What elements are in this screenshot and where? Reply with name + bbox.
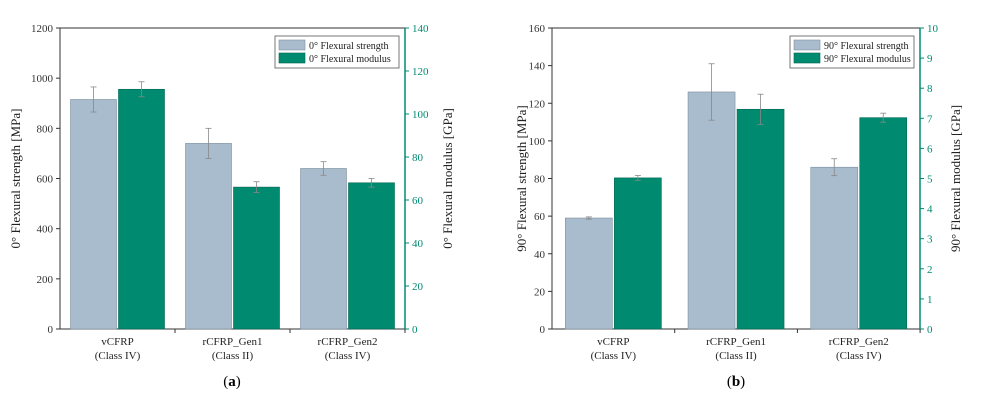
right-tick-label: 80 <box>412 152 424 164</box>
bar-strength <box>565 217 613 330</box>
right-tick-label: 6 <box>927 143 933 155</box>
right-tick-label: 0 <box>927 324 933 336</box>
right-tick-label: 7 <box>927 113 933 125</box>
left-tick-label: 600 <box>37 174 54 186</box>
y-axis-label: 0° Flexural strength [MPa] <box>8 109 23 249</box>
right-tick-label: 140 <box>412 23 429 35</box>
legend-swatch <box>793 39 821 51</box>
left-tick-label: 80 <box>534 174 546 186</box>
left-tick-label: 800 <box>37 123 54 135</box>
legend-label: 90° Flexural modulus <box>824 54 911 65</box>
right-tick-label: 1 <box>927 294 933 306</box>
category-sublabel: (Class IV) <box>95 350 141 362</box>
panel-label: (a) <box>223 374 241 390</box>
left-tick-label: 1000 <box>31 73 54 85</box>
bar-strength <box>300 168 347 330</box>
bar-modulus <box>614 177 662 330</box>
bar-strength <box>185 143 232 330</box>
category-sublabel: (Class IV) <box>591 350 637 362</box>
right-tick-label: 3 <box>927 234 933 246</box>
right-tick-label: 10 <box>927 23 939 35</box>
y2-axis-label: 0° Flexural modulus [GPa] <box>440 108 455 249</box>
category-label: vCFRP <box>597 336 629 348</box>
category-sublabel: (Class IV) <box>836 350 882 362</box>
right-tick-label: 20 <box>412 281 424 293</box>
legend-label: 0° Flexural modulus <box>309 54 391 65</box>
right-tick-label: 120 <box>412 66 429 78</box>
right-tick-label: 40 <box>412 238 424 250</box>
category-label: rCFRP_Gen2 <box>829 336 889 348</box>
bar-strength <box>810 166 859 330</box>
legend-swatch <box>278 52 306 64</box>
right-tick-label: 0 <box>412 324 418 336</box>
panel-label: (b) <box>727 374 745 390</box>
category-sublabel: (Class II) <box>715 350 757 362</box>
category-sublabel: (Class IV) <box>325 350 371 362</box>
left-tick-label: 20 <box>534 286 546 298</box>
bar-modulus <box>118 88 165 330</box>
left-tick-label: 200 <box>37 274 54 286</box>
left-tick-label: 1200 <box>31 23 54 35</box>
legend-swatch <box>793 52 821 64</box>
left-tick-label: 400 <box>37 224 54 236</box>
right-tick-label: 5 <box>927 174 933 186</box>
right-tick-label: 8 <box>927 83 933 95</box>
category-sublabel: (Class II) <box>212 350 254 362</box>
right-tick-label: 60 <box>412 195 424 207</box>
right-tick-label: 100 <box>412 109 429 121</box>
left-tick-label: 60 <box>534 211 546 223</box>
y-axis-label: 90° Flexural strength [MPa] <box>514 105 529 251</box>
left-tick-label: 0 <box>48 324 54 336</box>
category-label: rCFRP_Gen2 <box>318 336 378 348</box>
right-tick-label: 4 <box>927 204 933 216</box>
chart-panel-a: 0 200 400 600 800 1000 1200 0 20 40 60 80 100 120 140 v… <box>8 23 455 390</box>
category-label: vCFRP <box>101 336 133 348</box>
bar-modulus <box>859 117 908 330</box>
bar-strength <box>70 99 117 330</box>
bar-modulus <box>348 182 395 330</box>
legend-label: 0° Flexural strength <box>309 41 389 52</box>
right-tick-label: 9 <box>927 53 933 65</box>
legend-swatch <box>278 39 306 51</box>
legend-label: 90° Flexural strength <box>824 41 909 52</box>
left-tick-label: 0 <box>540 324 546 336</box>
left-tick-label: 160 <box>529 23 546 35</box>
category-label: rCFRP_Gen1 <box>203 336 263 348</box>
left-tick-label: 100 <box>529 136 546 148</box>
left-tick-label: 120 <box>529 98 546 110</box>
y2-axis-label: 90° Flexural modulus [GPa] <box>948 105 963 252</box>
bar-modulus <box>233 186 280 330</box>
chart-panel-b: 0 20 40 60 80 100 120 140 160 0 1 2 3 4 5 6 7 8 9 10 vCFRP (C… <box>514 23 963 390</box>
bar-modulus <box>736 108 785 330</box>
left-tick-label: 140 <box>529 61 546 73</box>
bar-strength <box>687 91 736 330</box>
right-tick-label: 2 <box>927 264 933 276</box>
category-label: rCFRP_Gen1 <box>706 336 766 348</box>
left-tick-label: 40 <box>534 249 546 261</box>
